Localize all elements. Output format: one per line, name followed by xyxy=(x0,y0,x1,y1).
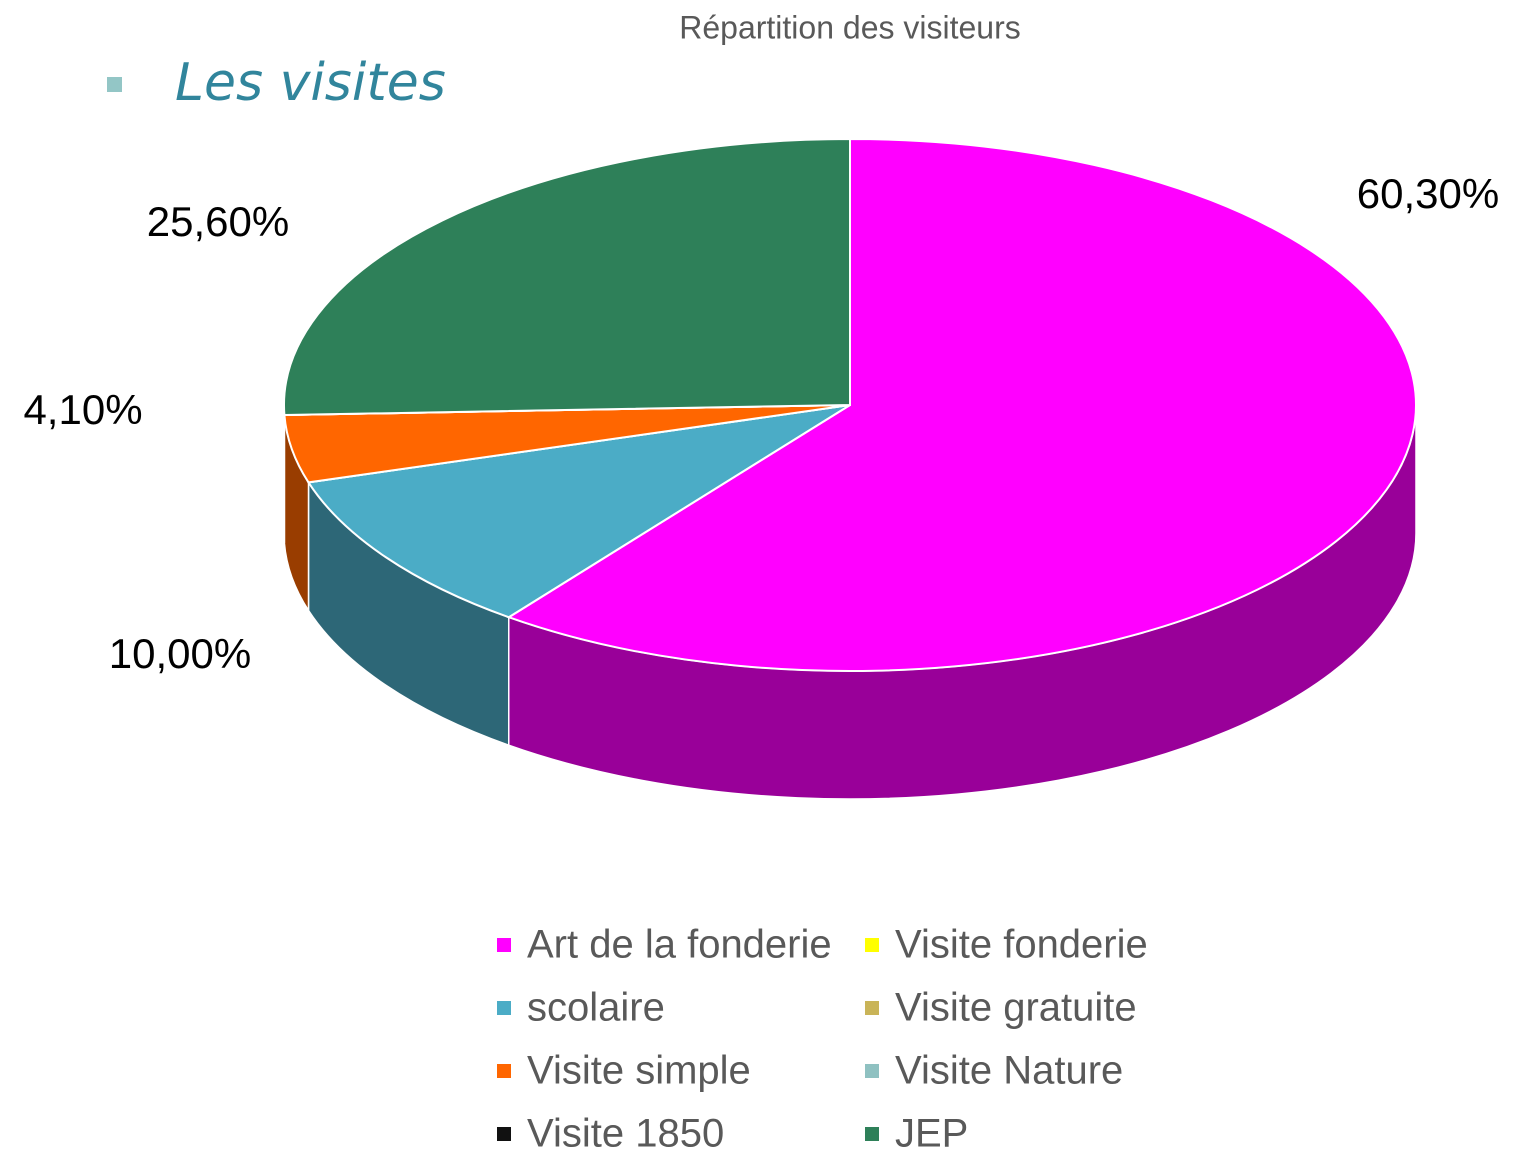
legend-swatch xyxy=(497,938,511,952)
slice xyxy=(506,137,1417,672)
data-label: 25,60% xyxy=(147,198,289,245)
legend-label: JEP xyxy=(895,1112,968,1152)
legend-swatch xyxy=(865,938,879,952)
legend-label: Visite gratuite xyxy=(895,986,1137,1030)
legend-label: Visite fonderie xyxy=(895,923,1148,967)
bullet xyxy=(107,77,122,92)
legend-label: Visite 1850 xyxy=(527,1112,724,1152)
legend-swatch xyxy=(865,1001,879,1015)
legend-swatch xyxy=(865,1064,879,1078)
legend-swatch xyxy=(497,1127,511,1141)
legend-label: scolaire xyxy=(527,986,665,1030)
slice xyxy=(283,137,851,417)
slice xyxy=(306,404,851,619)
legend-swatch xyxy=(865,1127,879,1141)
data-label: 4,10% xyxy=(23,386,142,433)
data-label: 60,30% xyxy=(1357,170,1499,217)
legend-swatch xyxy=(497,1064,511,1078)
chart-title: Répartition des visiteurs xyxy=(679,9,1020,45)
heading: Les visites xyxy=(175,53,446,113)
legend-label: Visite Nature xyxy=(895,1049,1123,1093)
legend-label: Visite simple xyxy=(527,1049,751,1093)
legend-label: Art de la fonderie xyxy=(527,923,832,967)
legend-swatch xyxy=(497,1001,511,1015)
data-label: 10,00% xyxy=(109,630,251,677)
